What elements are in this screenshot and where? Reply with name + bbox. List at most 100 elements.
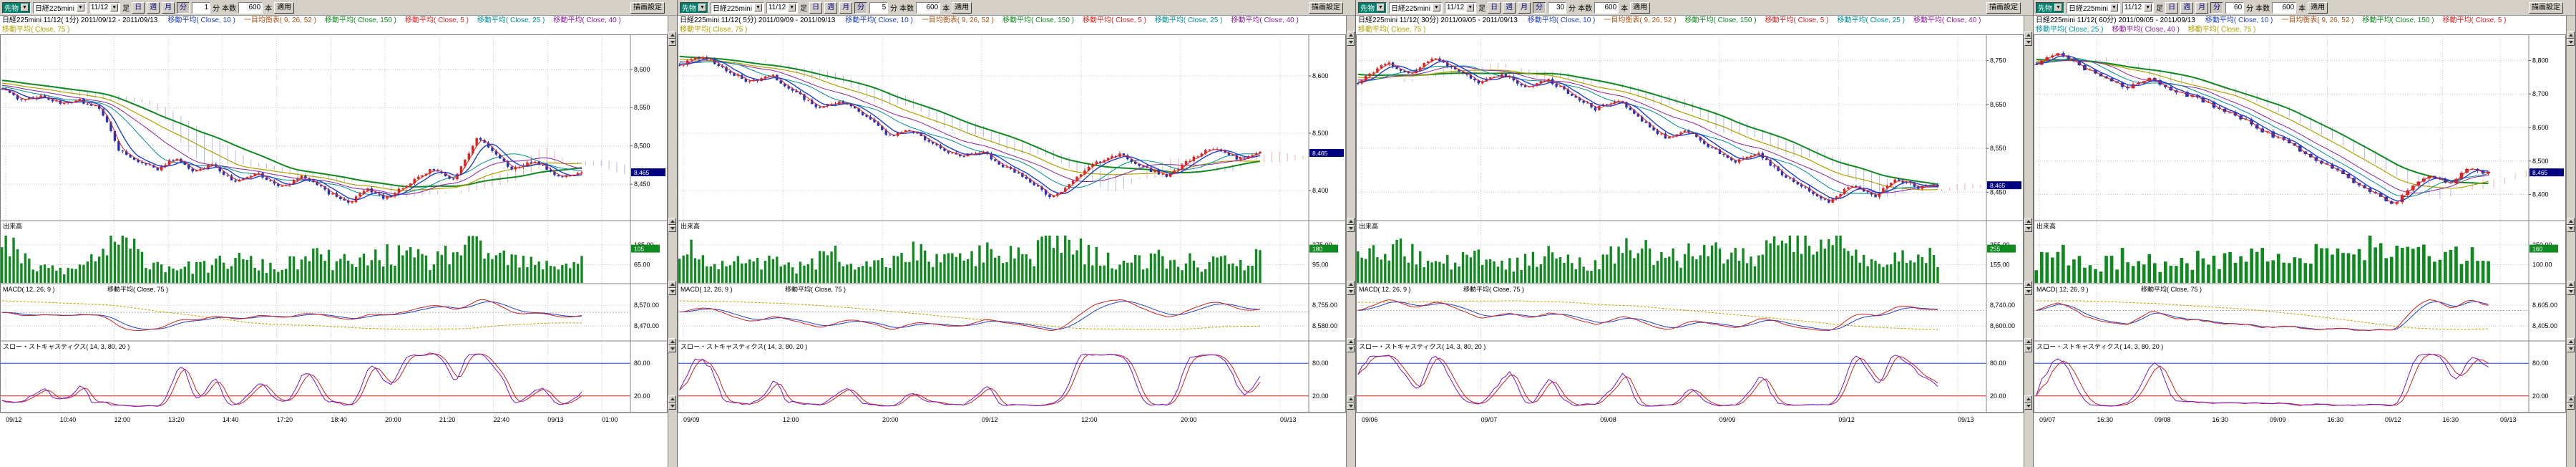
bar-count-input[interactable] — [916, 2, 940, 14]
pane-resize-down-button[interactable] — [2024, 225, 2032, 232]
pane-resize-down-button[interactable] — [2567, 225, 2575, 232]
chart-canvas[interactable]: 09/0716:3009/0816:3009/0916:3009/1216:30… — [2034, 34, 2566, 425]
pane-resize-down-button[interactable] — [1347, 288, 1355, 295]
market-select[interactable]: 先物▼ — [680, 2, 708, 14]
period-month-button[interactable]: 月 — [2195, 2, 2208, 14]
period-day-button[interactable]: 日 — [809, 2, 822, 14]
pane-resize-up-button[interactable] — [668, 395, 676, 403]
period-minute-button[interactable]: 分 — [177, 2, 190, 14]
pane-resize-down-button[interactable] — [2567, 403, 2575, 410]
chart-canvas[interactable]: 09/0609/0709/0809/0909/1209/138,7508,650… — [1356, 34, 2024, 425]
chevron-down-icon: ▼ — [2110, 4, 2118, 11]
draw-settings-button[interactable]: 描画設定 — [630, 2, 665, 14]
pane-resize-up-button[interactable] — [668, 32, 676, 39]
pane-resize-down-button[interactable] — [2567, 345, 2575, 352]
period-week-button[interactable]: 週 — [1503, 2, 1516, 14]
contract-month-select[interactable]: 11/12▼ — [766, 2, 798, 14]
legend-item: 移動平均( Close, 75 ) — [2188, 26, 2255, 34]
instrument-select[interactable]: 日経225mini▼ — [33, 2, 87, 14]
period-month-button[interactable]: 月 — [839, 2, 852, 14]
x-axis-label: 10:40 — [60, 416, 77, 423]
minute-input[interactable] — [192, 2, 210, 14]
instrument-select[interactable]: 日経225mini▼ — [1389, 2, 1443, 14]
pane-scrollbar[interactable] — [2024, 16, 2033, 467]
market-select[interactable]: 先物▼ — [1358, 2, 1387, 14]
period-minute-button[interactable]: 分 — [854, 2, 867, 14]
pane-scrollbar[interactable] — [2566, 16, 2575, 467]
minute-input[interactable] — [2225, 2, 2244, 14]
period-minute-button[interactable]: 分 — [1533, 2, 1546, 14]
instrument-select[interactable]: 日経225mini▼ — [711, 2, 764, 14]
pane-resize-down-button[interactable] — [2567, 288, 2575, 295]
pane-resize-up-button[interactable] — [1347, 32, 1355, 39]
pane-resize-up-button[interactable] — [2567, 338, 2575, 345]
pane-scrollbar[interactable] — [1346, 16, 1355, 467]
period-minute-button[interactable]: 分 — [2210, 2, 2223, 14]
draw-settings-button[interactable]: 描画設定 — [2529, 2, 2563, 14]
pane-resize-up-button[interactable] — [2567, 218, 2575, 225]
pane-resize-up-button[interactable] — [1347, 281, 1355, 288]
pane-resize-down-button[interactable] — [668, 39, 676, 46]
apply-button[interactable]: 適用 — [274, 2, 294, 14]
period-week-button[interactable]: 週 — [824, 2, 837, 14]
triangle-up-icon — [670, 340, 675, 343]
pane-resize-down-button[interactable] — [668, 403, 676, 410]
draw-settings-button[interactable]: 描画設定 — [1309, 2, 1343, 14]
pane-resize-down-button[interactable] — [2024, 403, 2032, 410]
pane-resize-down-button[interactable] — [668, 225, 676, 232]
bar-count-input[interactable] — [1594, 2, 1619, 14]
minute-input[interactable] — [1548, 2, 1566, 14]
pane-resize-down-button[interactable] — [1347, 39, 1355, 46]
pane-resize-up-button[interactable] — [2024, 218, 2032, 225]
pane-resize-down-button[interactable] — [2567, 39, 2575, 46]
period-day-button[interactable]: 日 — [132, 2, 145, 14]
apply-button[interactable]: 適用 — [1630, 2, 1650, 14]
contract-month-select[interactable]: 11/12▼ — [89, 2, 120, 14]
pane-resize-up-button[interactable] — [2024, 32, 2032, 39]
pane-resize-down-button[interactable] — [668, 288, 676, 295]
pane-resize-up-button[interactable] — [2567, 281, 2575, 288]
pane-resize-up-button[interactable] — [668, 338, 676, 345]
pane-resize-up-button[interactable] — [1347, 218, 1355, 225]
draw-settings-button[interactable]: 描画設定 — [1986, 2, 2021, 14]
pane-resize-down-button[interactable] — [1347, 345, 1355, 352]
period-month-button[interactable]: 月 — [1518, 2, 1531, 14]
market-select[interactable]: 先物▼ — [2, 2, 31, 14]
pane-resize-up-button[interactable] — [668, 281, 676, 288]
contract-month-select[interactable]: 11/12▼ — [2122, 2, 2154, 14]
period-week-button[interactable]: 週 — [2180, 2, 2193, 14]
y-axis-label: 8,800 — [2532, 57, 2549, 64]
pane-resize-up-button[interactable] — [2024, 281, 2032, 288]
pane-resize-down-button[interactable] — [1347, 225, 1355, 232]
instrument-select[interactable]: 日経225mini▼ — [2067, 2, 2120, 14]
current-price-badge-text: 8,465 — [634, 169, 650, 176]
apply-button[interactable]: 適用 — [952, 2, 972, 14]
triangle-up-icon — [2026, 220, 2031, 223]
market-select[interactable]: 先物▼ — [2036, 2, 2064, 14]
bar-count-input[interactable] — [2272, 2, 2296, 14]
period-month-button[interactable]: 月 — [162, 2, 175, 14]
bar-count-input[interactable] — [238, 2, 263, 14]
chart-canvas[interactable]: 09/1210:4012:0013:2014:4017:2018:4020:00… — [0, 34, 668, 425]
period-day-button[interactable]: 日 — [2165, 2, 2178, 14]
legend-item: 移動平均( Close, 75 ) — [2, 26, 69, 34]
pane-resize-up-button[interactable] — [1347, 395, 1355, 403]
pane-scrollbar[interactable] — [668, 16, 677, 467]
pane-resize-up-button[interactable] — [2567, 395, 2575, 403]
pane-resize-up-button[interactable] — [668, 218, 676, 225]
pane-resize-down-button[interactable] — [668, 345, 676, 352]
pane-resize-up-button[interactable] — [1347, 338, 1355, 345]
pane-resize-down-button[interactable] — [2024, 345, 2032, 352]
pane-resize-down-button[interactable] — [2024, 288, 2032, 295]
minute-input[interactable] — [869, 2, 888, 14]
pane-resize-up-button[interactable] — [2024, 338, 2032, 345]
chart-canvas[interactable]: 09/0912:0020:0009/1212:0020:0009/138,600… — [678, 34, 1346, 425]
apply-button[interactable]: 適用 — [2308, 2, 2328, 14]
pane-resize-down-button[interactable] — [2024, 39, 2032, 46]
period-day-button[interactable]: 日 — [1488, 2, 1501, 14]
period-week-button[interactable]: 週 — [147, 2, 160, 14]
pane-resize-up-button[interactable] — [2024, 395, 2032, 403]
pane-resize-down-button[interactable] — [1347, 403, 1355, 410]
contract-month-select[interactable]: 11/12▼ — [1445, 2, 1476, 14]
pane-resize-up-button[interactable] — [2567, 32, 2575, 39]
